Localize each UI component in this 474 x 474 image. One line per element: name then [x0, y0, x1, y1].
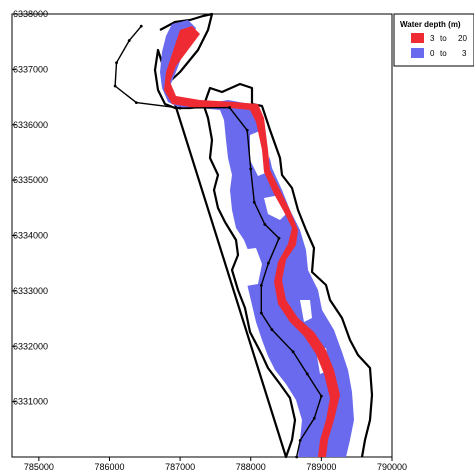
channel-vertex-21 — [295, 455, 299, 459]
channel-vertex-16 — [291, 350, 295, 354]
channel-vertex-11 — [277, 236, 281, 240]
y-tick-label: 6338000 — [13, 9, 48, 19]
channel-vertex-19 — [312, 416, 316, 420]
y-tick-label: 6336000 — [13, 120, 48, 130]
channel-vertex-10 — [263, 223, 267, 226]
x-tick-label: 787000 — [165, 462, 195, 472]
legend-entry-deep-from: 3 — [430, 34, 435, 43]
shallow-water-area — [160, 20, 354, 457]
y-tick-label: 6332000 — [13, 341, 48, 351]
legend-swatch-shallow — [411, 48, 424, 58]
channel-vertex-12 — [266, 261, 270, 265]
legend-entry-shallow-to-word: to — [440, 49, 447, 58]
channel-vertex-17 — [305, 372, 309, 376]
channel-vertex-7 — [245, 128, 249, 132]
channel-vertex-4 — [134, 101, 138, 104]
channel-vertex-6 — [228, 106, 231, 109]
x-tick-label: 789000 — [306, 462, 336, 472]
channel-vertex-3 — [113, 84, 117, 88]
x-tick-label: 785000 — [24, 462, 54, 472]
channel-vertex-20 — [298, 438, 302, 442]
river-bank-outline — [153, 12, 374, 459]
channel-vertex-15 — [270, 328, 274, 332]
channel-centerline — [114, 25, 323, 458]
channel-vertex-9 — [252, 200, 256, 204]
y-tick-label: 6335000 — [13, 175, 48, 185]
legend-box — [393, 13, 474, 67]
y-tick-label: 6331000 — [13, 397, 48, 407]
legend-swatch-deep — [411, 33, 424, 43]
island-patch — [300, 300, 312, 322]
channel-vertex-1 — [127, 39, 131, 42]
legend-entry-deep-to: 20 — [458, 34, 467, 43]
x-axis: 785000 786000 787000 788000 789000 790000 — [24, 457, 407, 472]
x-tick-label: 786000 — [94, 462, 124, 472]
channel-vertex-2 — [115, 61, 118, 65]
x-tick-label: 790000 — [377, 462, 407, 472]
channel-vertex-18 — [319, 394, 323, 398]
legend-entry-shallow-from: 0 — [430, 49, 435, 58]
channel-markers — [113, 24, 323, 459]
y-tick-label: 6333000 — [13, 286, 48, 296]
legend: Water depth (m) 3 to 20 0 to 3 — [393, 13, 474, 67]
y-axis: 6338000 6337000 6336000 6335000 6334000 63330… — [12, 9, 48, 407]
legend-entry-shallow-to: 3 — [462, 49, 467, 58]
island-patch — [240, 248, 262, 286]
channel-vertex-5 — [178, 106, 182, 110]
legend-title: Water depth (m) — [400, 20, 461, 29]
legend-entry-deep-to-word: to — [440, 34, 447, 43]
y-tick-label: 6337000 — [13, 64, 48, 74]
y-tick-label: 6334000 — [13, 231, 48, 241]
channel-vertex-13 — [259, 283, 263, 287]
channel-vertex-14 — [259, 311, 263, 315]
x-tick-label: 788000 — [236, 462, 266, 472]
channel-vertex-0 — [139, 24, 143, 28]
deep-water-area — [164, 26, 340, 457]
channel-vertex-8 — [249, 167, 253, 171]
